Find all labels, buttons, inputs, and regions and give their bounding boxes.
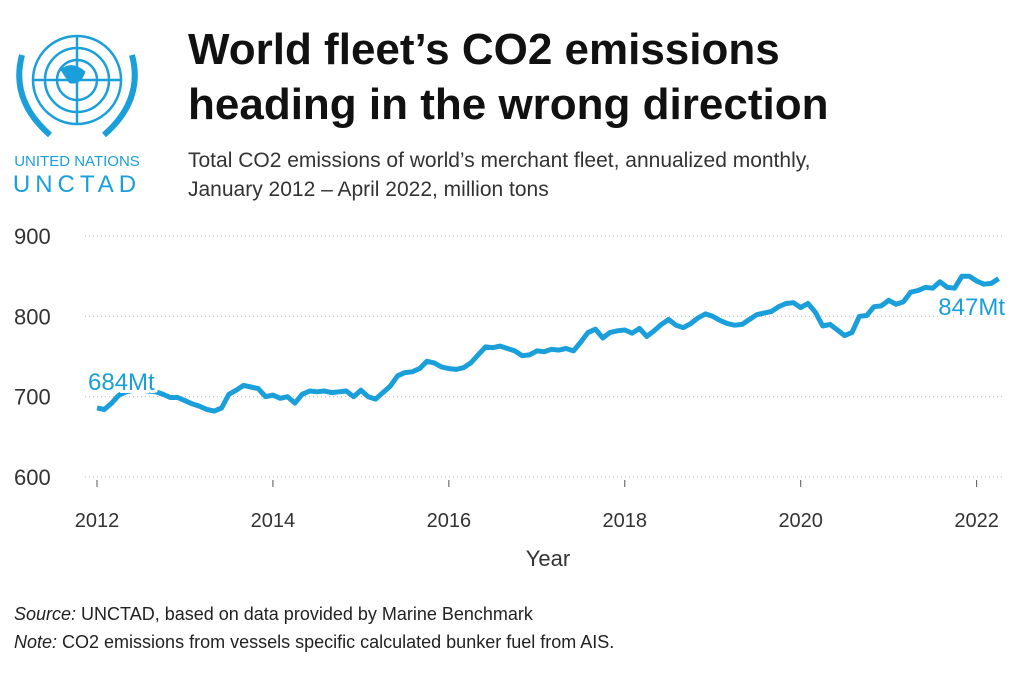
chart-title: heading in the wrong direction (188, 80, 828, 129)
x-tick-label: 2018 (603, 510, 648, 532)
x-tick-label: 2016 (427, 510, 472, 532)
logo-line1: UNITED NATIONS (14, 153, 140, 170)
y-tick-label: 800 (14, 304, 51, 329)
annotation: 684Mt (88, 369, 155, 396)
footer: Note: CO2 emissions from vessels specifi… (14, 632, 614, 652)
footer-label: Note: (14, 632, 57, 652)
x-tick-label: 2014 (251, 510, 296, 532)
chart-title: World fleet’s CO2 emissions (188, 25, 780, 74)
annotation: 847Mt (938, 294, 1005, 321)
footer-text: CO2 emissions from vessels specific calc… (57, 632, 614, 652)
x-tick-label: 2022 (954, 510, 999, 532)
line (96, 273, 1000, 414)
y-tick-label: 900 (14, 224, 51, 249)
x-tick-label: 2020 (778, 510, 823, 532)
footer-text: UNCTAD, based on data provided by Marine… (76, 604, 534, 624)
y-tick-label: 600 (14, 465, 51, 490)
y-tick-label: 700 (14, 385, 51, 410)
logo-line2: UNCTAD (13, 171, 141, 198)
chart-subtitle: January 2012 – April 2022, million tons (188, 178, 549, 201)
logo (16, 34, 138, 138)
footer-label: Source: (14, 604, 76, 624)
chart-subtitle: Total CO2 emissions of world’s merchant … (188, 149, 811, 172)
footer: Source: UNCTAD, based on data provided b… (14, 604, 534, 624)
x-axis-label: Year (526, 546, 570, 571)
x-tick-label: 2012 (75, 510, 120, 532)
